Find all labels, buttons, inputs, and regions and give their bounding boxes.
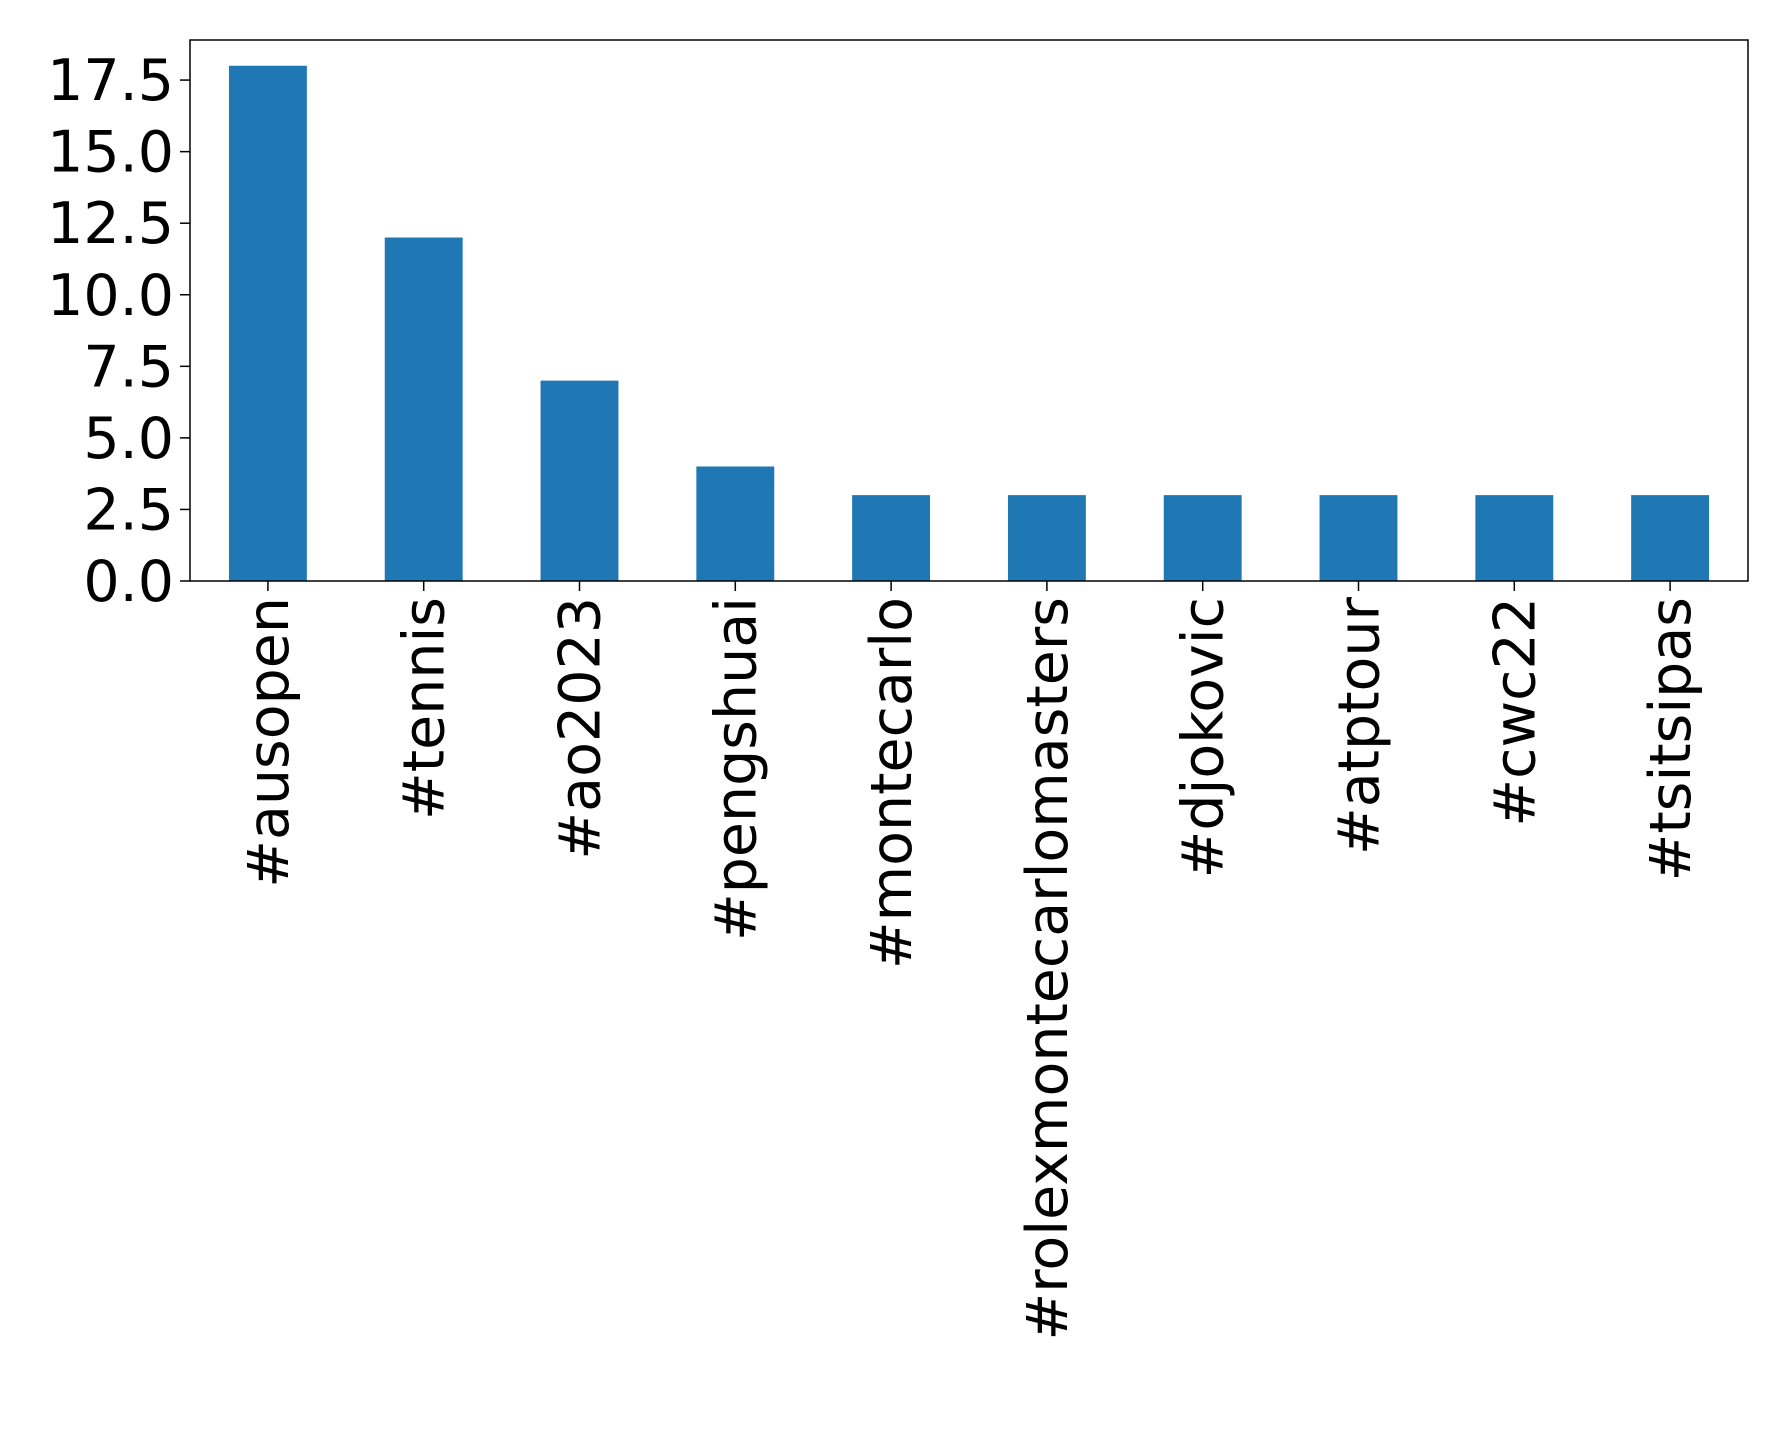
y-tick-label: 0.0 <box>83 549 174 615</box>
y-tick-label: 5.0 <box>83 406 174 472</box>
x-tick-label: #tennis <box>392 597 458 820</box>
y-tick-label: 7.5 <box>83 334 174 400</box>
x-tick-label: #montecarlo <box>859 597 925 969</box>
bar <box>696 466 775 581</box>
x-tick-label: #rolexmontecarlomasters <box>1015 597 1081 1341</box>
x-tick-label: #djokovic <box>1171 597 1237 878</box>
y-tick-label: 2.5 <box>83 477 174 543</box>
bar <box>540 380 619 581</box>
bar <box>1319 495 1398 581</box>
x-tick-label: #cwc22 <box>1482 597 1548 827</box>
x-tick-label: #ausopen <box>236 597 302 888</box>
y-tick-label: 12.5 <box>47 191 174 257</box>
x-tick-label: #atptour <box>1327 596 1393 855</box>
plot-frame <box>189 39 1749 582</box>
y-tick-label: 15.0 <box>47 120 174 186</box>
bar <box>384 237 463 581</box>
y-tick-label: 10.0 <box>47 263 174 329</box>
bar <box>1163 495 1242 581</box>
x-tick-label: #pengshuai <box>703 597 769 941</box>
bar <box>1475 495 1554 581</box>
bar <box>228 65 307 581</box>
bar <box>852 495 931 581</box>
bar <box>1007 495 1086 581</box>
y-tick-label: 17.5 <box>47 48 174 114</box>
x-tick-label: #tsitsipas <box>1638 597 1704 881</box>
x-tick-label: #ao2023 <box>548 597 614 860</box>
bar <box>1631 495 1710 581</box>
